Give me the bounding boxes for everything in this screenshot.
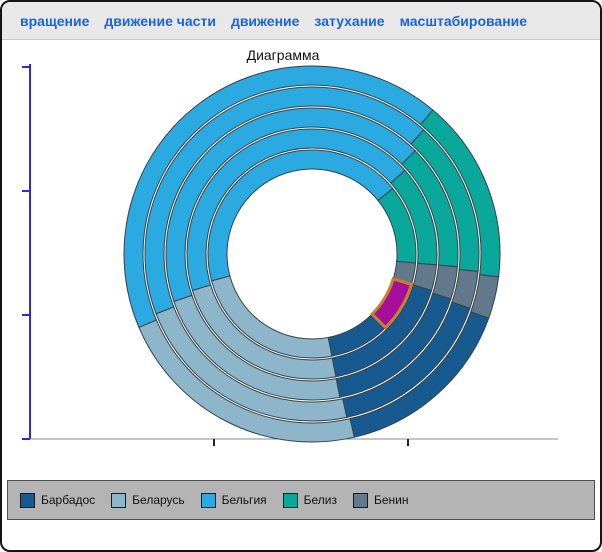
legend-swatch-barbados xyxy=(20,492,35,508)
donut-segment-belarus-ring3[interactable] xyxy=(173,294,341,401)
legend: Барбадос Беларусь Бельгия Белиз Бенин xyxy=(7,480,595,520)
donut-segment-belarus-ring5[interactable] xyxy=(210,275,333,359)
toolbar-link-4[interactable]: затухание xyxy=(314,12,385,29)
legend-item-barbados[interactable]: Барбадос xyxy=(20,492,96,508)
legend-label-belize: Белиз xyxy=(303,493,337,507)
toolbar-link-5[interactable]: масштабирование xyxy=(399,12,528,29)
legend-swatch-benin xyxy=(353,492,368,508)
donut-segment-belarus-ring4[interactable] xyxy=(191,284,337,380)
legend-label-barbados: Барбадос xyxy=(41,493,96,507)
legend-label-benin: Бенин xyxy=(374,493,409,507)
donut-chart xyxy=(22,64,558,446)
donut-segment-highlight-ring5[interactable] xyxy=(369,276,414,330)
toolbar: вращение движение части движение затухание м… xyxy=(2,2,600,40)
toolbar-link-2[interactable]: движение части xyxy=(104,12,216,29)
legend-swatch-belarus xyxy=(111,492,127,508)
chart-title: Диаграмма xyxy=(246,47,320,63)
toolbar-link-1[interactable]: вращение xyxy=(20,12,90,29)
legend-item-belgium[interactable]: Бельгия xyxy=(200,492,267,508)
legend-item-benin[interactable]: Бенин xyxy=(353,492,409,508)
chart-area: Диаграмма xyxy=(2,40,600,480)
legend-item-belarus[interactable]: Беларусь xyxy=(111,492,185,508)
donut-segment-belarus-ring1[interactable] xyxy=(138,319,355,443)
legend-swatch-belize xyxy=(282,492,298,508)
toolbar-link-3[interactable]: движение xyxy=(230,12,300,29)
legend-label-belarus: Беларусь xyxy=(132,493,185,507)
legend-label-belgium: Бельгия xyxy=(221,493,267,507)
legend-swatch-belgium xyxy=(200,492,216,508)
legend-item-belize[interactable]: Белиз xyxy=(282,492,337,508)
donut-segment-belarus-ring2[interactable] xyxy=(155,306,348,422)
